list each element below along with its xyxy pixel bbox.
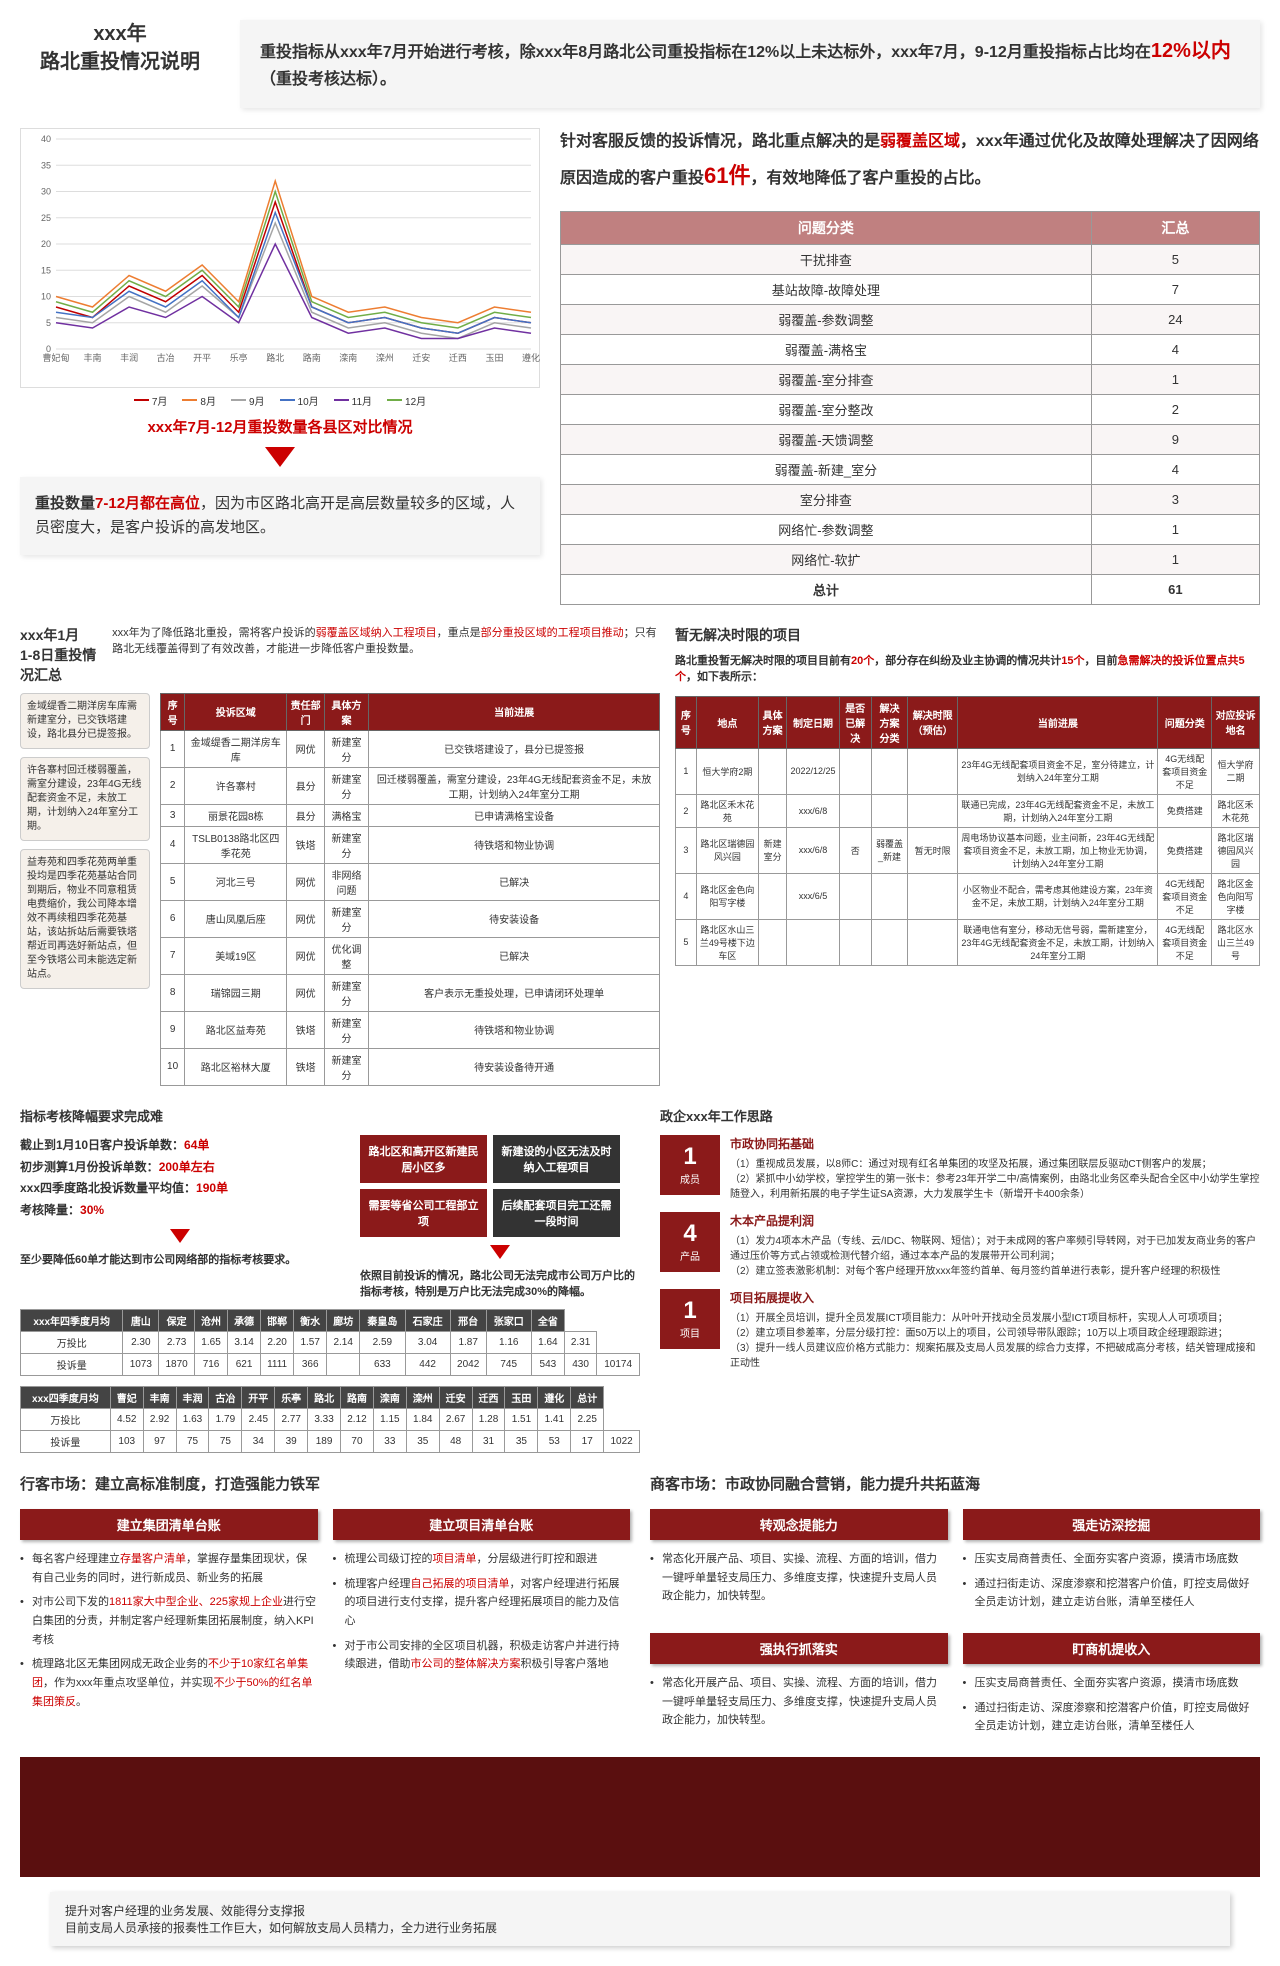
svg-text:开平: 开平 [193,353,211,363]
svg-text:路北: 路北 [266,352,284,363]
svg-text:遵化: 遵化 [522,352,540,363]
svg-text:25: 25 [41,212,51,222]
svg-text:古冶: 古冶 [157,352,175,363]
summary-box: 重投指标从xxx年7月开始进行考核，除xxx年8月路北公司重投指标在12%以上未… [240,20,1260,108]
svg-text:35: 35 [41,160,51,170]
svg-text:丰南: 丰南 [84,352,102,363]
svg-text:5: 5 [46,317,51,327]
right-summary: 针对客服反馈的投诉情况，路北重点解决的是弱覆盖区域，xxx年通过优化及故障处理解… [560,128,1260,196]
title-block: xxx年 路北重投情况说明 [20,20,220,108]
callouts: 金域缇香二期洋房车库需新建室分，已交铁塔建设，路北县分已提签报。许各寨村回迁楼弱… [20,693,150,1086]
banner-note: 提升对客户经理的业务发展、效能得分支撑报 目前支局人员承接的报奏性工作巨大，如何… [50,1892,1230,1946]
market-left-cards: 建立集团清单台账每名客户经理建立存量客户清单，掌握存量集团现状，保有自己业务的同… [20,1509,630,1718]
badges: 路北区和高开区新建民居小区多新建设的小区无法及时纳入工程项目需要等省公司工程部立… [360,1135,620,1237]
arrow-icon [490,1245,510,1259]
strategies: 1成员市政协同拓基础（1）重视成员发展，以8师C：通过对现有红名单集团的攻坚及拓… [660,1135,1260,1371]
svg-text:玉田: 玉田 [485,353,503,363]
strategy-title: 政企xxx年工作思路 [660,1106,1260,1125]
metrics-lines: 截止到1月10日客户投诉单数：64单初步测算1月份投诉单数：200单左右xxx四… [20,1135,340,1221]
market-left-title: 行客市场：建立高标准制度，打造强能力铁军 [20,1473,630,1494]
dark-banner [20,1757,1260,1877]
conclusion-right: 依照目前投诉的情况，路北公司无法完成市公司万户比的指标考核，特别是万户比无法完成… [360,1267,640,1299]
q4-table-1: xxx年四季度月均唐山保定沧州承德邯郸衡水廊坊秦皇岛石家庄邢台张家口全省万投比2… [20,1309,640,1376]
problem-table: 问题分类汇总干扰排查5基站故障-故障处理7弱覆盖-参数调整24弱覆盖-满格宝4弱… [560,211,1260,605]
market-right-cards: 转观念提能力常态化开展产品、项目、实操、流程、方面的培训，借力一键呼单量轻支局压… [650,1509,1260,1742]
svg-text:丰润: 丰润 [120,352,138,363]
arrow-icon [170,1229,190,1243]
title-line1: xxx年 [20,20,220,48]
svg-text:20: 20 [41,239,51,249]
market-right-title: 商客市场：市政协同融合营销，能力提升共拓蓝海 [650,1473,1260,1494]
svg-text:曹妃甸: 曹妃甸 [42,352,69,363]
chart-title: xxx年7月-12月重投数量各县区对比情况 [20,416,540,437]
svg-text:40: 40 [41,134,51,144]
svg-text:迁西: 迁西 [449,353,467,363]
q4-table-2: xxx四季度月均曹妃丰南丰润古冶开平乐亭路北路南滦南滦州迁安迁西玉田遵化总计万投… [20,1386,640,1453]
conclusion-left: 至少要降低60单才能达到市公司网络部的指标考核要求。 [20,1251,340,1267]
jan-title: xxx年1月 1-8日重投情况汇总 [20,625,97,685]
chart-note: 重投数量7-12月都在高位，因为市区路北高开是高层数量较多的区域，人员密度大，是… [20,477,540,555]
page-header: xxx年 路北重投情况说明 重投指标从xxx年7月开始进行考核，除xxx年8月路… [20,20,1260,108]
line-chart: 0510152025303540曹妃甸丰南丰润古冶开平乐亭路北路南滦南滦州迁安迁… [20,128,540,388]
svg-text:乐亭: 乐亭 [230,352,248,363]
svg-text:路南: 路南 [303,352,321,363]
metrics-title: 指标考核降幅要求完成难 [20,1106,640,1125]
title-line2: 路北重投情况说明 [20,48,220,76]
jan-desc: xxx年为了降低路北重投，需将客户投诉的弱覆盖区域纳入工程项目，重点是部分重投区… [112,625,660,658]
svg-text:10: 10 [41,291,51,301]
jan-table: 序号投诉区域责任部门具体方案当前进展1金域缇香二期洋房车库网优新建室分已交铁塔建… [160,693,660,1086]
svg-text:30: 30 [41,186,51,196]
chart-legend: 7月8月9月10月11月12月 [20,393,540,408]
chart-svg: 0510152025303540曹妃甸丰南丰润古冶开平乐亭路北路南滦南滦州迁安迁… [21,129,541,389]
arrow-down-icon [265,447,295,467]
pending-title: 暂无解决时限的项目 [675,625,1260,645]
svg-text:滦州: 滦州 [376,352,394,363]
svg-text:15: 15 [41,265,51,275]
svg-text:迁安: 迁安 [412,352,430,363]
svg-text:滦南: 滦南 [339,352,357,363]
pending-desc: 路北重投暂无解决时限的项目目前有20个，部分存在纠纷及业主协调的情况共计15个，… [675,653,1260,686]
pending-table: 序号地点具体方案制定日期是否已解决解决方案分类解决时限（预估）当前进展问题分类对… [675,696,1260,966]
